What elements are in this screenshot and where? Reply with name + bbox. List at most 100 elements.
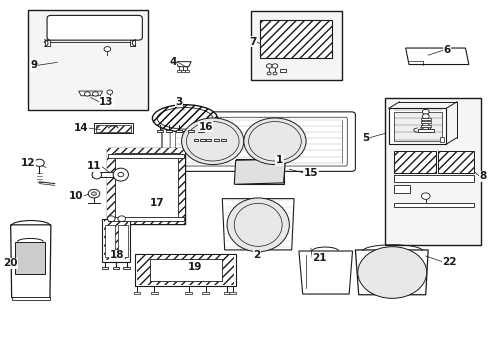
- Bar: [235, 159, 283, 184]
- Bar: [188, 130, 194, 132]
- Bar: [393, 112, 441, 141]
- Bar: [107, 148, 184, 224]
- Bar: [420, 121, 429, 123]
- Bar: [28, 10, 148, 110]
- Circle shape: [88, 189, 100, 198]
- Bar: [192, 128, 226, 134]
- Bar: [16, 242, 45, 274]
- Bar: [12, 297, 50, 300]
- Bar: [137, 255, 233, 285]
- Polygon shape: [355, 250, 427, 295]
- Text: 11: 11: [87, 161, 102, 171]
- Polygon shape: [11, 225, 51, 298]
- Text: 20: 20: [3, 258, 18, 268]
- Bar: [133, 292, 140, 294]
- Circle shape: [422, 114, 428, 119]
- Text: 16: 16: [198, 122, 212, 132]
- Bar: [200, 139, 204, 141]
- Polygon shape: [222, 199, 293, 250]
- Ellipse shape: [152, 105, 217, 132]
- Text: 6: 6: [443, 45, 450, 55]
- Bar: [393, 175, 473, 182]
- Bar: [388, 108, 446, 144]
- Text: 5: 5: [362, 133, 369, 143]
- Text: 15: 15: [303, 168, 318, 178]
- Bar: [177, 70, 181, 72]
- Bar: [229, 292, 236, 294]
- Bar: [224, 292, 230, 294]
- Bar: [193, 139, 198, 141]
- Bar: [94, 123, 133, 134]
- Bar: [384, 98, 480, 244]
- Bar: [107, 148, 184, 224]
- Text: 9: 9: [31, 60, 38, 70]
- Polygon shape: [45, 40, 50, 45]
- Circle shape: [266, 64, 271, 68]
- Circle shape: [422, 118, 428, 123]
- Bar: [96, 125, 131, 132]
- Text: 13: 13: [99, 97, 114, 107]
- Text: 7: 7: [249, 37, 256, 47]
- Polygon shape: [298, 251, 352, 294]
- Text: 18: 18: [110, 250, 124, 260]
- Bar: [221, 139, 225, 141]
- Circle shape: [104, 46, 110, 51]
- Bar: [184, 70, 188, 72]
- Bar: [105, 225, 114, 257]
- Text: 14: 14: [74, 123, 88, 133]
- Text: 1: 1: [275, 155, 283, 165]
- Bar: [135, 253, 235, 286]
- Bar: [393, 203, 473, 207]
- Bar: [250, 12, 341, 80]
- Ellipse shape: [357, 247, 426, 298]
- Bar: [112, 267, 119, 269]
- Circle shape: [118, 216, 125, 222]
- Circle shape: [422, 109, 428, 114]
- Ellipse shape: [157, 108, 212, 129]
- Bar: [123, 267, 130, 269]
- FancyBboxPatch shape: [170, 117, 346, 166]
- Text: 17: 17: [149, 198, 164, 208]
- Bar: [259, 21, 332, 58]
- Ellipse shape: [244, 118, 305, 165]
- Text: 4: 4: [169, 57, 177, 67]
- Polygon shape: [48, 19, 140, 37]
- Circle shape: [420, 125, 429, 132]
- Bar: [149, 259, 222, 281]
- Bar: [417, 129, 433, 132]
- Ellipse shape: [226, 198, 289, 252]
- Circle shape: [422, 123, 428, 128]
- Bar: [165, 130, 171, 132]
- Bar: [202, 292, 208, 294]
- Circle shape: [91, 192, 96, 195]
- Text: 21: 21: [312, 253, 326, 263]
- Bar: [92, 172, 134, 177]
- Circle shape: [271, 64, 277, 68]
- Text: 8: 8: [479, 171, 486, 181]
- Bar: [206, 139, 211, 141]
- Bar: [108, 154, 183, 158]
- Bar: [393, 185, 409, 193]
- Ellipse shape: [248, 122, 301, 161]
- Circle shape: [107, 90, 112, 94]
- Bar: [108, 217, 183, 221]
- Bar: [214, 139, 219, 141]
- FancyBboxPatch shape: [47, 15, 142, 40]
- Text: 12: 12: [21, 158, 36, 168]
- Polygon shape: [234, 159, 285, 184]
- FancyBboxPatch shape: [162, 112, 355, 171]
- Bar: [437, 151, 473, 173]
- Bar: [102, 267, 108, 269]
- Ellipse shape: [92, 170, 102, 179]
- Circle shape: [421, 193, 429, 199]
- Polygon shape: [102, 219, 130, 262]
- Text: 10: 10: [69, 191, 83, 201]
- Ellipse shape: [181, 118, 244, 165]
- Bar: [439, 137, 443, 142]
- Bar: [420, 118, 429, 120]
- Bar: [114, 153, 178, 220]
- Bar: [176, 130, 182, 132]
- Circle shape: [35, 159, 44, 166]
- Bar: [393, 151, 435, 173]
- Polygon shape: [176, 62, 191, 67]
